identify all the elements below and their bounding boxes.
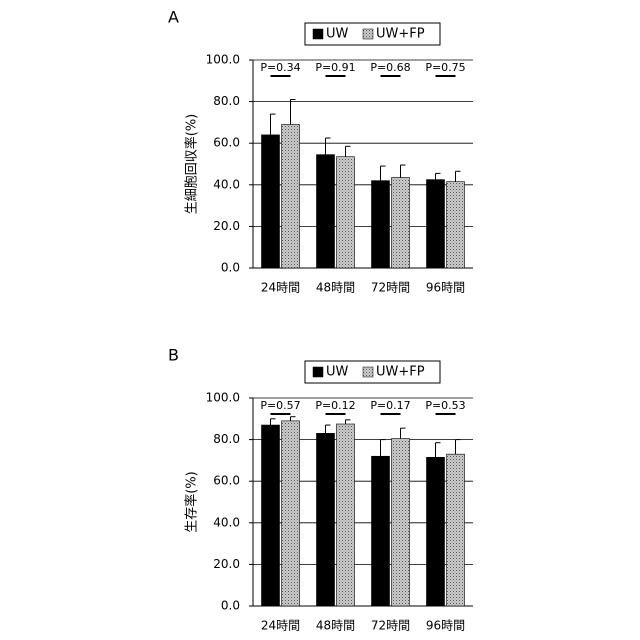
y-tick-label: 0.0 (221, 599, 240, 613)
p-value: P=0.12 (315, 399, 355, 412)
bar (447, 454, 465, 606)
y-tick-label: 40.0 (213, 515, 240, 529)
legend-swatch (313, 29, 323, 39)
bar (372, 456, 390, 606)
bar (262, 135, 280, 268)
bar (337, 424, 355, 606)
legend-swatch (363, 367, 373, 377)
bar (317, 155, 335, 268)
y-tick-label: 20.0 (213, 219, 240, 233)
bar (282, 421, 300, 606)
p-value: P=0.91 (315, 61, 355, 74)
y-tick-label: 80.0 (213, 432, 240, 446)
y-axis-label: 生細胞回収率(%) (184, 114, 200, 215)
bar (392, 178, 410, 268)
y-tick-label: 100.0 (206, 53, 240, 67)
legend-swatch (363, 29, 373, 39)
legend-label: UW (326, 27, 349, 42)
x-tick-label: 72時間 (371, 619, 410, 633)
legend-label: UW+FP (376, 365, 425, 380)
x-tick-label: 24時間 (261, 619, 300, 633)
bar (282, 124, 300, 268)
panel-label: B (168, 346, 179, 365)
figure: A UW UW+FP 0.0 20.0 40.0 60.0 80.0 100.0 生細胞回収率(%… (0, 0, 640, 640)
y-tick-label: 20.0 (213, 557, 240, 571)
y-axis-label: 生存率(%) (184, 471, 200, 533)
x-tick-label: 96時間 (426, 281, 465, 295)
legend-label: UW (326, 365, 349, 380)
bar (262, 425, 280, 606)
bar (427, 180, 445, 268)
y-tick-label: 40.0 (213, 177, 240, 191)
y-tick-label: 80.0 (213, 94, 240, 108)
bar (392, 439, 410, 606)
p-value: P=0.34 (260, 61, 300, 74)
y-tick-label: 100.0 (206, 391, 240, 405)
x-tick-label: 72時間 (371, 281, 410, 295)
bar (447, 182, 465, 268)
x-tick-label: 48時間 (316, 281, 355, 295)
bar (337, 157, 355, 268)
bar (427, 457, 445, 606)
p-value: P=0.75 (425, 61, 465, 74)
bar (372, 181, 390, 268)
x-tick-label: 48時間 (316, 619, 355, 633)
panel-label: A (168, 8, 179, 27)
p-value: P=0.53 (425, 399, 465, 412)
y-tick-label: 60.0 (213, 474, 240, 488)
y-tick-label: 60.0 (213, 136, 240, 150)
legend-label: UW+FP (376, 27, 425, 42)
p-value: P=0.68 (370, 61, 410, 74)
x-tick-label: 96時間 (426, 619, 465, 633)
p-value: P=0.57 (260, 399, 300, 412)
p-value: P=0.17 (370, 399, 410, 412)
legend-swatch (313, 367, 323, 377)
x-tick-label: 24時間 (261, 281, 300, 295)
y-tick-label: 0.0 (221, 261, 240, 275)
bar (317, 433, 335, 606)
